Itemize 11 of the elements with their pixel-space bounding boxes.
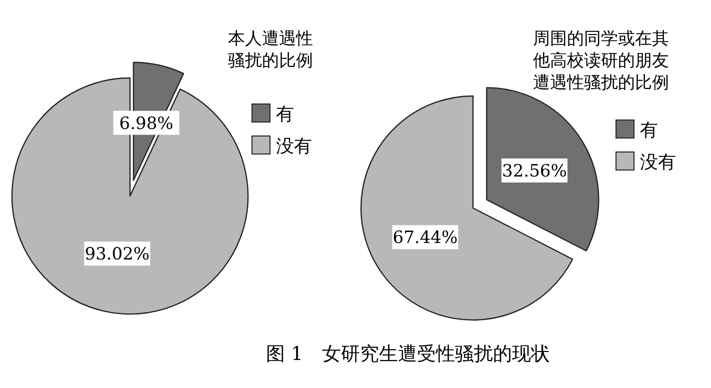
data-label: 6.98%	[119, 114, 174, 134]
caption: 图 1 女研究生遭受性骚扰的现状	[266, 343, 550, 365]
chart-title: 本人遭遇性骚扰的比例	[228, 29, 313, 71]
chart-title: 周围的同学或在其他高校读研的朋友遭遇性骚扰的比例	[533, 29, 669, 93]
legend-label: 有	[640, 120, 658, 141]
legend-label: 没有	[276, 136, 312, 157]
legend-label: 有	[276, 104, 294, 125]
legend-label: 没有	[640, 152, 676, 173]
data-label: 93.02%	[84, 244, 150, 265]
data-label: 32.56%	[502, 161, 567, 182]
data-label: 67.44%	[392, 228, 458, 248]
